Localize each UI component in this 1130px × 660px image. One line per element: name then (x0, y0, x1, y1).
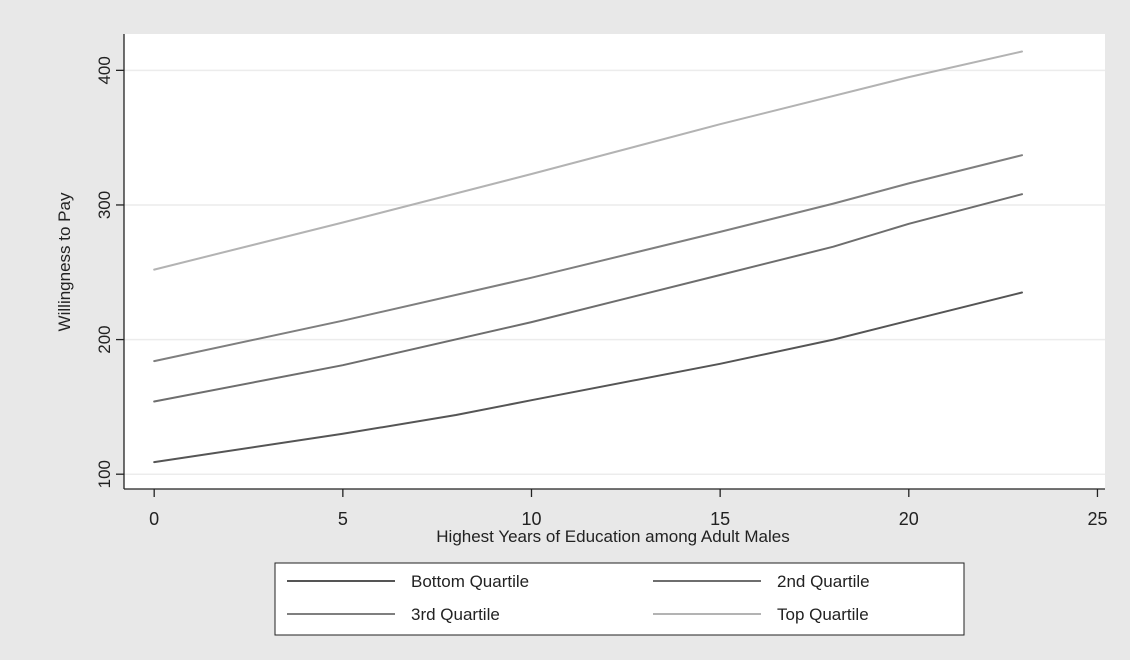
legend-label: Bottom Quartile (411, 572, 529, 591)
legend: Bottom Quartile 2nd Quartile 3rd Quartile T… (274, 562, 965, 636)
series-line-4 (153, 50, 1023, 271)
plot-area (124, 34, 1105, 489)
axis-ticks: 100 200 300 400 0 5 10 15 20 25 (95, 56, 1107, 529)
series-line-2 (153, 193, 1023, 403)
legend-box (274, 562, 965, 636)
series-lines (153, 50, 1023, 464)
legend-label: Top Quartile (777, 605, 869, 624)
y-tick-label: 400 (95, 56, 114, 84)
y-tick-label: 300 (95, 191, 114, 219)
series-line-1 (153, 291, 1023, 464)
x-tick-label: 25 (1087, 509, 1107, 529)
x-tick-label: 20 (899, 509, 919, 529)
gridlines (124, 69, 1105, 475)
y-axis-label: Willingness to Pay (55, 192, 74, 331)
y-tick-label: 100 (95, 460, 114, 488)
x-tick-label: 15 (710, 509, 730, 529)
legend-label: 2nd Quartile (777, 572, 870, 591)
x-tick-label: 10 (521, 509, 541, 529)
x-axis-label: Highest Years of Education among Adult M… (436, 527, 789, 546)
series-line-3 (153, 154, 1023, 363)
x-tick-label: 0 (149, 509, 159, 529)
y-tick-label: 200 (95, 325, 114, 353)
legend-label: 3rd Quartile (411, 605, 500, 624)
x-tick-label: 5 (338, 509, 348, 529)
axes (123, 34, 1105, 490)
